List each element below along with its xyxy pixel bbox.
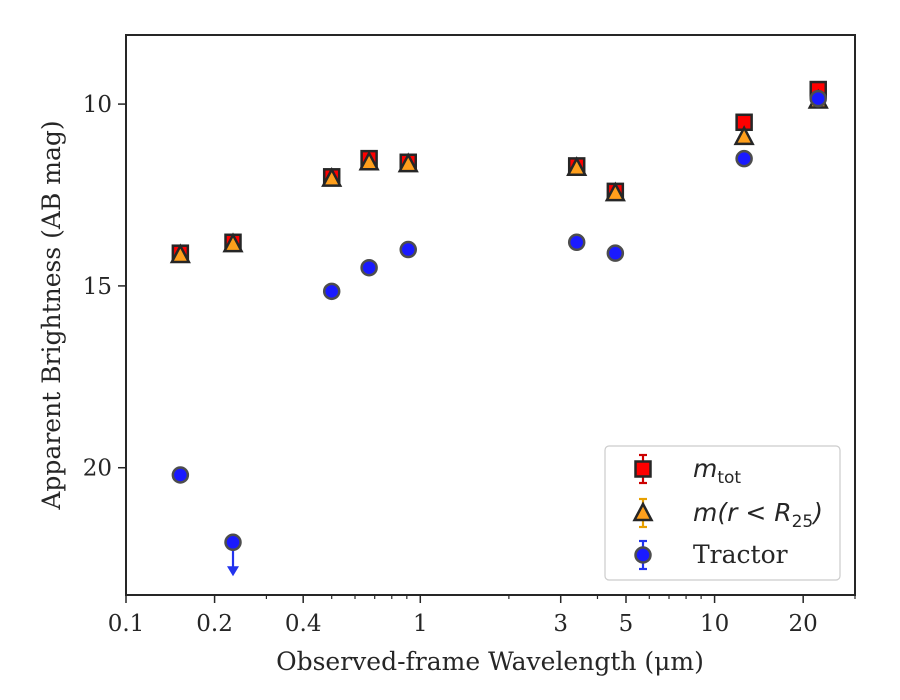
- mr25-point: [358, 150, 380, 171]
- y-tick-label: 10: [83, 92, 112, 118]
- mr25-point: [169, 243, 191, 264]
- x-tick-label: 1: [413, 611, 428, 637]
- x-tick-label: 0.4: [285, 611, 322, 637]
- legend-mr25-sub: 25: [792, 512, 814, 532]
- data-points: [169, 80, 829, 577]
- plot-frame: [125, 34, 856, 596]
- mr25-point: [733, 125, 755, 146]
- legend: mtot m(r < R25) Tractor: [604, 445, 841, 581]
- mr25-point: [604, 181, 626, 202]
- mr25-point: [222, 232, 244, 253]
- y-tick-label: 20: [83, 456, 112, 482]
- legend-marker-mtot: [634, 453, 652, 485]
- x-tick-label: 5: [619, 611, 634, 637]
- legend-entry-tractor: Tractor: [693, 540, 788, 569]
- x-tick-label: 10: [700, 611, 729, 637]
- x-tick-label: 0.1: [108, 611, 145, 637]
- legend-entry-mtot: mtot: [693, 454, 741, 488]
- tractor-point: [322, 282, 341, 301]
- legend-marker-mr25: [632, 497, 654, 529]
- axes-ticks: 0.1 0.2 0.4 1 3 5 10 20 10 15 20: [83, 92, 856, 637]
- x-axis-label: Observed-frame Wavelength (μm): [276, 647, 704, 676]
- mr25-point: [321, 166, 343, 187]
- legend-markers: [632, 453, 654, 571]
- mr25-point: [397, 152, 419, 173]
- legend-mtot-base: m: [693, 454, 717, 483]
- x-tick-label: 20: [789, 611, 818, 637]
- y-tick-label: 15: [83, 274, 112, 300]
- y-axis-label: Apparent Brightness (AB mag): [37, 120, 66, 510]
- tractor-point: [606, 244, 625, 262]
- tractor-point: [809, 89, 827, 108]
- tractor-point: [360, 258, 378, 277]
- legend-marker-tractor: [634, 539, 652, 571]
- legend-mr25-close: ): [811, 498, 823, 527]
- legend-entry-mr25: m(r < R25): [693, 498, 823, 532]
- tractor-point: [224, 533, 242, 577]
- tractor-point: [735, 149, 753, 168]
- mr25-point: [566, 156, 588, 176]
- legend-mtot-sub: tot: [717, 468, 741, 488]
- tractor-point: [567, 233, 586, 252]
- legend-mr25-base: m(r < R: [693, 498, 792, 527]
- x-tick-label: 3: [553, 611, 568, 637]
- tractor-point: [171, 466, 190, 484]
- legend-box: [604, 445, 841, 581]
- tractor-point: [399, 240, 417, 259]
- x-tick-label: 0.2: [196, 611, 233, 637]
